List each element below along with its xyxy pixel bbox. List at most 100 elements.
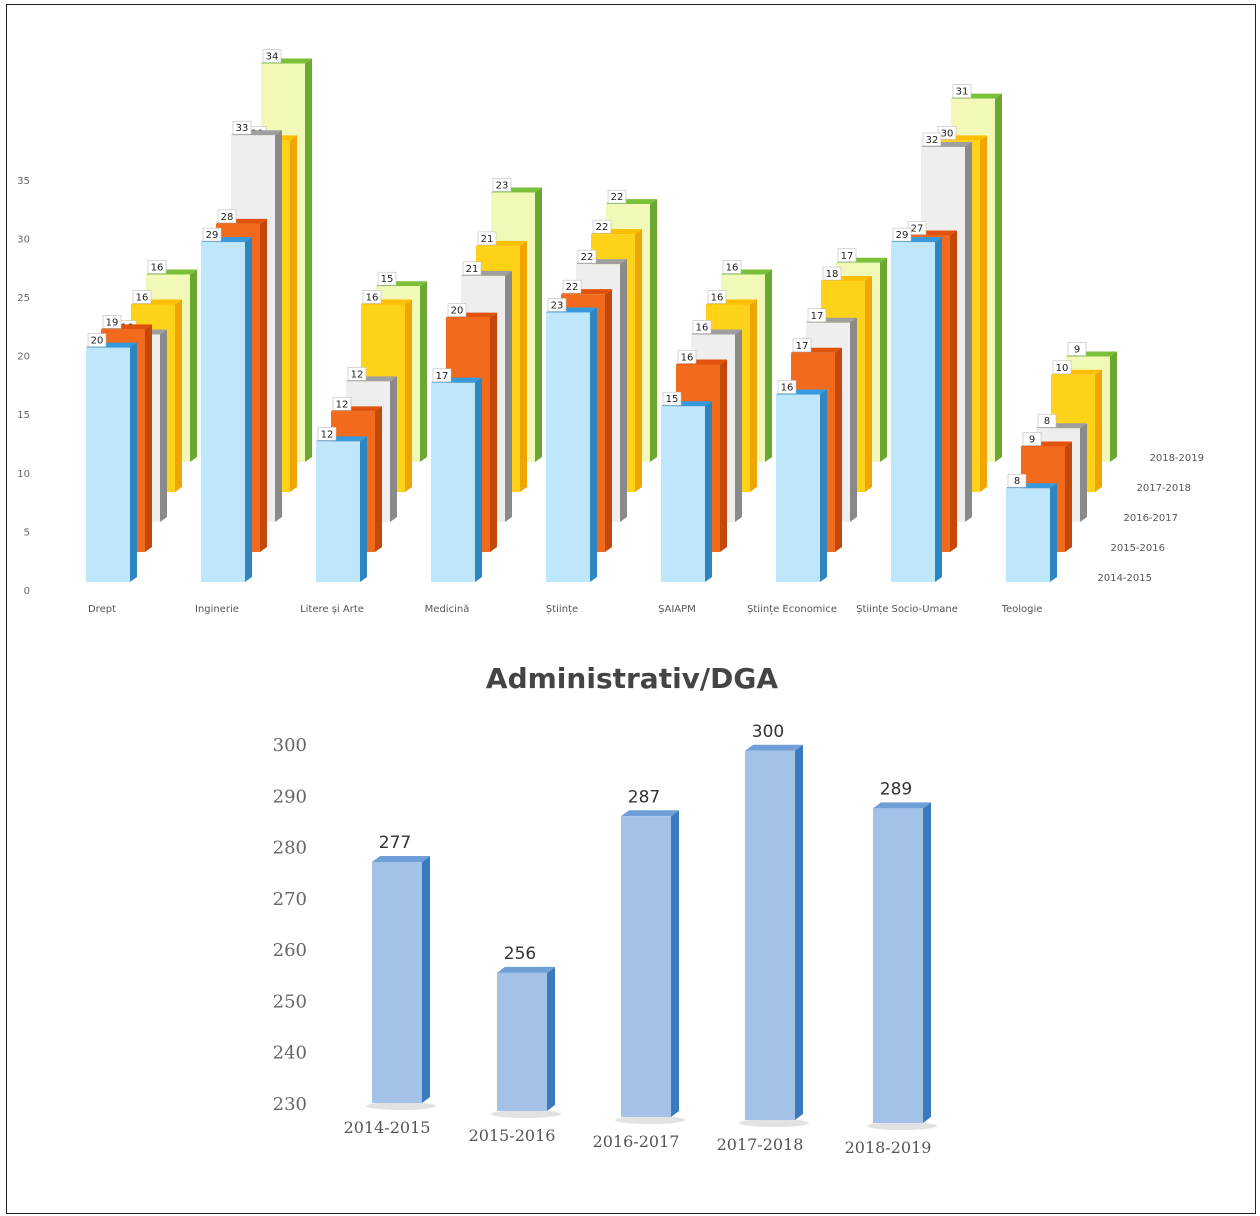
bar-2018-2019 <box>873 808 923 1123</box>
data-label-box <box>562 279 582 294</box>
data-label: 289 <box>880 779 912 799</box>
bar-side <box>145 324 152 552</box>
data-label: 28 <box>221 212 234 223</box>
data-label: 15 <box>666 394 679 405</box>
y-tick-label: 20 <box>17 352 30 363</box>
y-tick-label: 250 <box>273 991 307 1012</box>
bar-side <box>420 281 427 462</box>
category-label: Medicină <box>425 604 470 615</box>
data-label-box <box>87 333 107 347</box>
bar-teologie-2014-2015 <box>1006 488 1050 582</box>
y-tick-label: 290 <box>273 786 307 807</box>
data-label: 300 <box>752 722 784 742</box>
bar-stiinte-socio-umane-2014-2015 <box>891 242 935 582</box>
bar-side <box>865 276 872 492</box>
series-label: 2018-2019 <box>1149 453 1204 464</box>
data-label: 22 <box>566 282 579 293</box>
data-label-box <box>432 368 452 383</box>
data-label: 277 <box>379 833 411 853</box>
bar-side <box>422 855 430 1103</box>
data-label: 21 <box>466 264 479 275</box>
bar-2017-2018 <box>745 750 795 1120</box>
bar-side <box>880 257 887 462</box>
bar-side <box>935 237 942 582</box>
category-label: Drept <box>88 604 116 615</box>
data-label: 287 <box>628 787 660 807</box>
bar-side <box>923 802 931 1123</box>
data-label: 31 <box>956 87 969 98</box>
data-label: 16 <box>136 292 149 303</box>
data-label-box <box>262 49 282 63</box>
bar-side <box>650 199 657 462</box>
bar-top <box>873 802 931 809</box>
bar-shadow <box>739 1119 809 1127</box>
data-label: 12 <box>351 369 364 380</box>
bar-side <box>635 229 642 492</box>
bar-side <box>305 58 312 463</box>
bar-side <box>245 237 252 582</box>
bar-side <box>620 259 627 522</box>
administrativ-dga-chart: Administrativ/DGA 230 240 250 260 270 280 290 30… <box>273 662 937 1157</box>
data-label-box <box>332 397 352 411</box>
bar-side <box>275 130 282 523</box>
data-label: 16 <box>366 292 379 303</box>
bar-side <box>475 377 482 582</box>
bar-side <box>820 389 827 582</box>
bar-side <box>160 329 167 522</box>
data-label: 22 <box>596 222 609 233</box>
bar-2016-2017 <box>621 816 671 1117</box>
bar-drept-2014-2015 <box>86 347 130 582</box>
data-label: 12 <box>321 429 334 440</box>
data-label: 23 <box>551 300 564 311</box>
data-label-box <box>922 132 942 147</box>
data-label-box <box>1037 413 1057 428</box>
data-label-box <box>347 367 367 381</box>
data-label: 29 <box>896 230 909 241</box>
data-label: 23 <box>496 180 509 191</box>
bar-group-2018-2019: 289 2018-2019 <box>845 779 937 1157</box>
data-label-box <box>447 303 467 317</box>
data-label: 29 <box>206 230 219 241</box>
bar-side <box>375 406 382 552</box>
data-label: 16 <box>711 292 724 303</box>
data-label: 16 <box>781 382 794 393</box>
bar-side <box>671 810 679 1117</box>
data-label-box <box>1022 432 1042 446</box>
category-label: 2015-2016 <box>469 1126 556 1145</box>
data-label: 32 <box>926 135 939 146</box>
series-label: 2014-2015 <box>1097 573 1152 584</box>
data-label-box <box>147 260 167 274</box>
bar-side <box>980 135 987 492</box>
data-label-box <box>722 260 742 274</box>
data-label-box <box>547 298 567 312</box>
data-label: 12 <box>336 399 349 410</box>
series-axis: 2014-2015 2015-2016 2016-2017 2017-2018 2018… <box>1097 453 1204 584</box>
bar-side <box>765 269 772 462</box>
data-label: 20 <box>91 336 104 347</box>
bar-side <box>850 317 857 522</box>
data-label-box <box>1067 342 1087 356</box>
bar-side <box>720 359 727 552</box>
bar-side <box>520 240 527 492</box>
bar-side <box>1095 369 1102 492</box>
data-label: 30 <box>941 128 954 139</box>
bar-side <box>505 270 512 522</box>
bar-side <box>290 135 297 492</box>
category-label: Științe Economice <box>747 604 837 615</box>
bar-shadow <box>867 1122 937 1130</box>
data-label: 17 <box>436 371 449 382</box>
data-label-box <box>662 391 682 406</box>
data-label-box <box>592 219 612 234</box>
category-label: Teologie <box>1001 604 1043 615</box>
category-label: 2016-2017 <box>593 1132 680 1151</box>
data-label-box <box>822 266 842 281</box>
bar-side <box>130 342 137 582</box>
data-label-box <box>677 350 697 364</box>
data-label: 20 <box>451 306 464 317</box>
data-label: 18 <box>826 269 839 280</box>
y-tick-label: 260 <box>273 940 307 961</box>
faculties-3d-bar-chart: 0510152025303516341523221617319163016212… <box>17 49 1204 615</box>
bar-side <box>175 299 182 492</box>
bar-side <box>405 299 412 492</box>
bar-side <box>835 347 842 552</box>
